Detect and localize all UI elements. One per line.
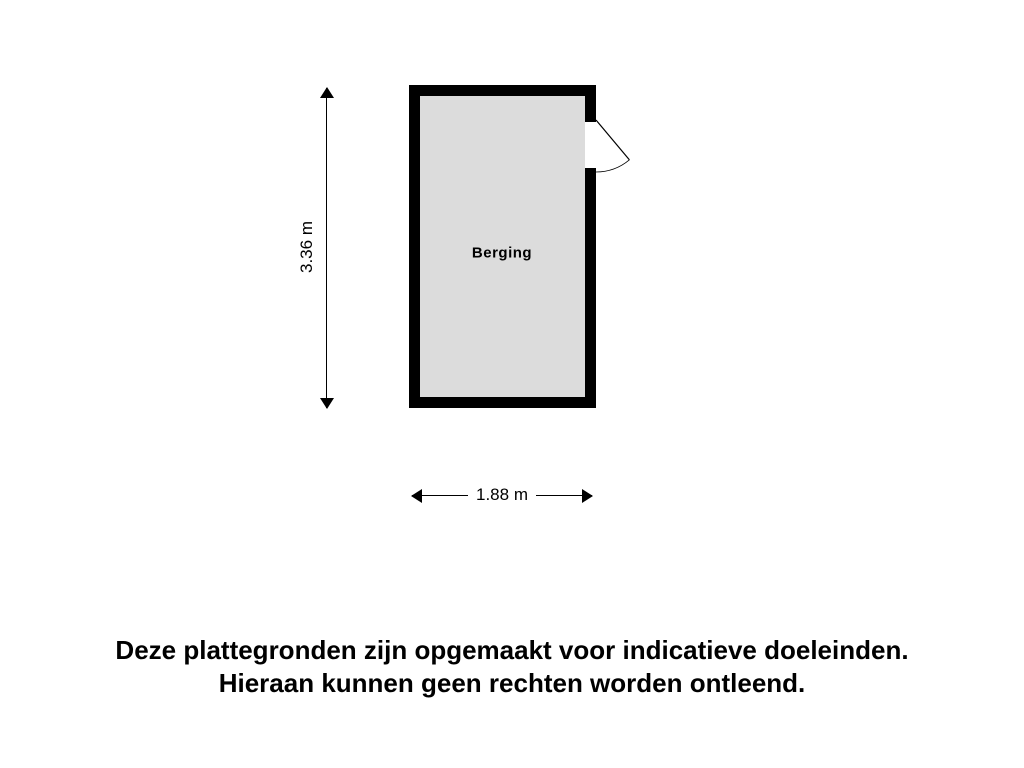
disclaimer-line-1: Deze plattegronden zijn opgemaakt voor i… <box>115 635 908 665</box>
dimension-label-vertical: 3.36 m <box>297 221 317 273</box>
room-label: Berging <box>472 245 532 262</box>
floorplan-canvas: Berging 3.36 m 1.88 m Deze plattegronden… <box>0 0 1024 768</box>
dimension-label-horizontal: 1.88 m <box>476 485 528 505</box>
dimension-arrow-right-icon <box>582 489 593 503</box>
disclaimer-text: Deze plattegronden zijn opgemaakt voor i… <box>0 634 1024 699</box>
dimension-line-vertical <box>326 88 327 408</box>
disclaimer-line-2: Hieraan kunnen geen rechten worden ontle… <box>219 668 806 698</box>
dimension-arrow-left-icon <box>411 489 422 503</box>
dimension-arrow-down-icon <box>320 398 334 409</box>
dimension-arrow-up-icon <box>320 87 334 98</box>
door-swing <box>594 118 656 180</box>
